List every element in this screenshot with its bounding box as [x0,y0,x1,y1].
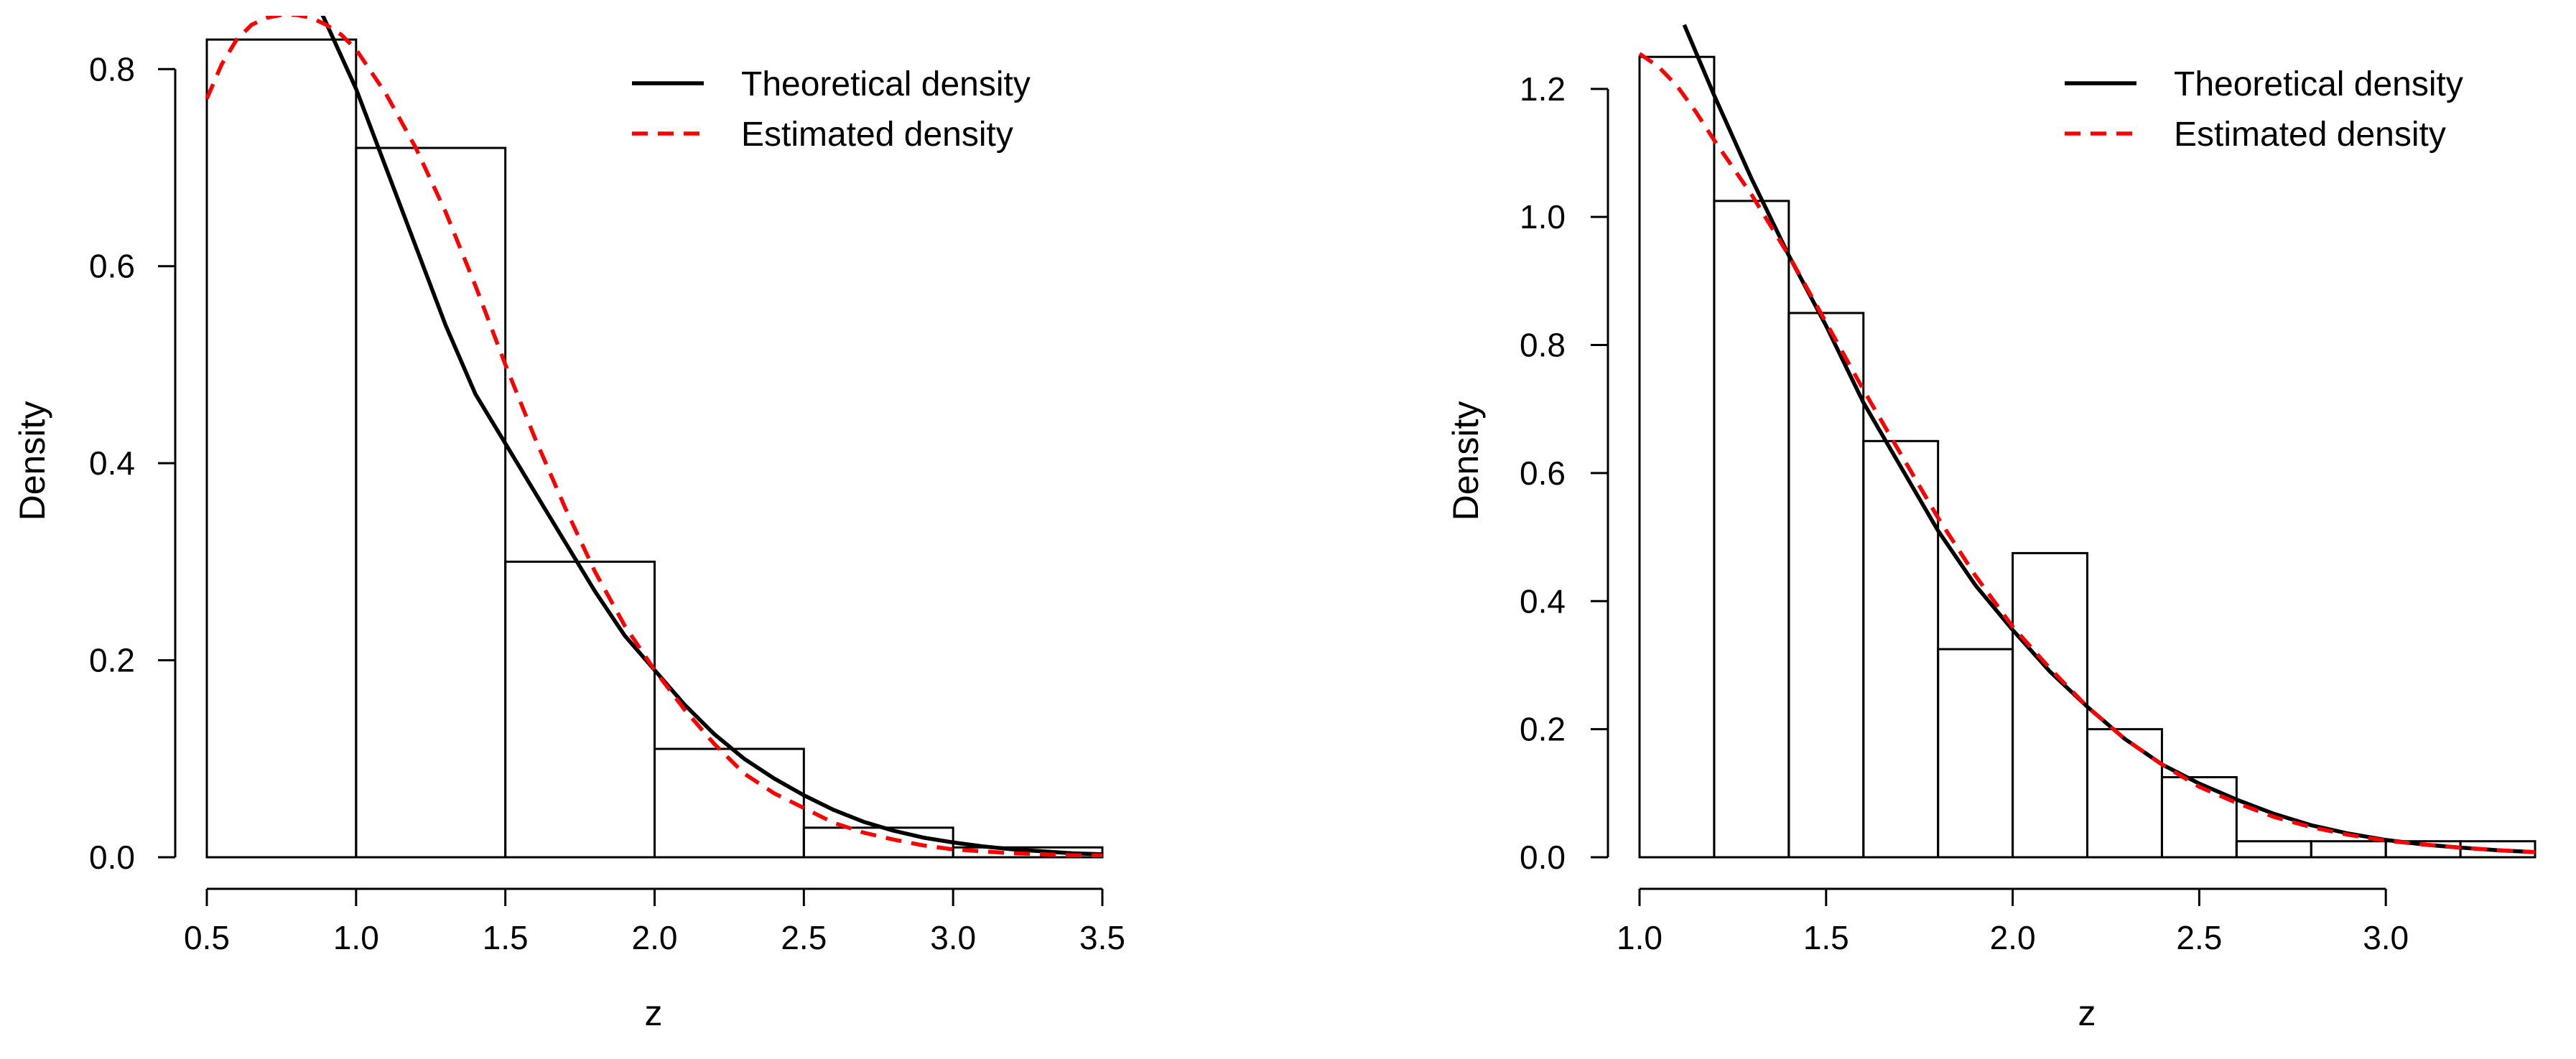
x-tick-label: 2.5 [781,919,827,956]
y-tick-label: 0.4 [89,444,135,482]
x-tick-label: 3.0 [2363,919,2409,956]
y-tick-label: 0.8 [89,50,135,88]
histogram-bar [952,846,1104,859]
y-tick-label: 0.2 [89,642,135,679]
x-tick-label: 1.0 [333,919,379,956]
y-tick-label: 0.6 [89,248,135,285]
y-axis-title: Density [1446,401,1486,521]
y-tick-label: 1.2 [1520,70,1566,108]
x-axis-title: z [2078,993,2096,1033]
estimated-density-line [1638,52,2536,854]
y-tick-label: 0.0 [89,839,135,876]
x-tick-label: 1.5 [483,919,529,956]
legend-label: Theoretical density [741,65,1031,103]
histogram-bar [355,146,507,859]
y-tick-label: 0.4 [1520,582,1566,620]
histogram-bar [504,560,656,859]
y-tick-label: 0.8 [1520,327,1566,364]
x-tick-label: 2.0 [1990,919,2036,956]
legend: Theoretical density Estimated density [632,65,1031,154]
y-tick-label: 0.2 [1520,711,1566,748]
y-tick-label: 1.0 [1520,198,1566,235]
chart-panel-2: 1.0 1.5 2.0 2.5 3.0 0.0 0.2 0.4 0.6 0.8 1.0 1.2 z Den… [1446,24,2537,1033]
chart-panel-1: 0.5 1.0 1.5 2.0 2.5 3.0 3.5 0.0 0.2 0.4 0.6 0.8 z Den… [12,16,1125,1033]
histogram-bar [2160,776,2238,859]
x-axis-title: z [645,993,663,1033]
y-tick-label: 0.6 [1520,454,1566,492]
x-tick-label: 0.5 [184,919,230,956]
x-tick-label: 3.5 [1079,919,1125,956]
y-tick-label: 0.0 [1520,839,1566,876]
x-tick-label: 2.0 [632,919,678,956]
legend-label: Theoretical density [2174,65,2463,103]
x-tick-label: 1.0 [1617,919,1663,956]
legend-label: Estimated density [2174,116,2446,154]
legend-label: Estimated density [741,116,1013,154]
x-tick-label: 1.5 [1803,919,1849,956]
x-tick-label: 2.5 [2176,919,2222,956]
x-tick-label: 3.0 [930,919,976,956]
y-axis-title: Density [12,401,52,521]
theoretical-density-line [320,16,1103,857]
legend: Theoretical density Estimated density [2065,65,2463,154]
